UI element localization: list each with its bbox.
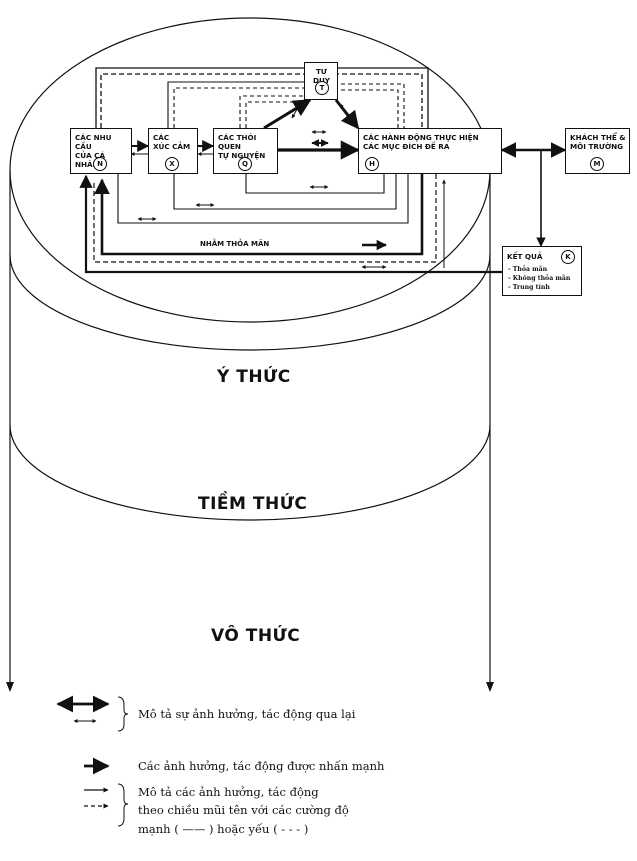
subconscious-layer-arc [9,254,491,351]
emotions-label: CÁC XÚC CẢM [153,133,191,151]
legend-brace-1 [117,696,129,732]
result-item-2: - Không thỏa mãn [508,275,571,282]
legend-direction-line-1: Mô tả các ảnh hưởng, tác động [138,785,319,799]
legend-direction-line-3: mạnh ( —— ) hoặc yếu ( - - - ) [138,822,309,836]
thinking-actions-inner-2 [334,89,399,128]
habits-label: CÁC THÓI QUEN TỰ NGUYỆN [218,133,266,160]
satisfaction-loop [94,174,424,256]
habits-box: CÁC THÓI QUEN TỰ NGUYỆN Q [213,128,278,174]
habits-thinking-dashed-b [245,101,304,128]
actions-label: CÁC HÀNH ĐỘNG THỰC HIỆN CÁC MỤC ĐÍCH ĐỀ … [363,133,479,151]
legend-brace-2 [117,783,129,827]
right-down-arrowhead [486,682,494,692]
result-item-3: - Trung tính [508,284,550,291]
thinking-marker: T [315,81,329,95]
emotions-thinking-dashed [173,87,304,128]
legend-direction-line-2: theo chiều mũi tên với các cường độ [138,803,349,817]
emotions-actions-under-loop [173,174,397,210]
needs-marker: N [93,157,107,171]
needs-label: CÁC NHU CẦU CỦA CÁ NHÂN [75,133,112,169]
satisfaction-dashed-loop [93,174,437,263]
thinking-actions-outer-loop [334,67,429,128]
thinking-actions-inner [334,83,405,128]
habits-marker: Q [238,157,252,171]
unconscious-layer-arc [9,424,491,521]
thinking-box: TƯ DUY T [304,62,338,100]
unconscious-layer-label: VÔ THỨC [211,626,301,646]
result-label: KẾT QUẢ [507,252,543,261]
legend-emphasis-text: Các ảnh hưởng, tác động được nhấn mạnh [138,759,385,773]
result-box: KẾT QUẢ K - Thỏa mãn - Không thỏa mãn - … [502,246,582,296]
thinking-actions-dashed-loop [334,73,423,128]
needs-box: CÁC NHU CẦU CỦA CÁ NHÂN N [70,128,132,174]
cylinder [9,17,491,688]
conscious-layer-label: Ý THỨC [217,367,291,387]
satisfaction-path-label: NHẰM THỎA MÃN [200,240,270,248]
result-marker: K [561,250,575,264]
habits-thinking-dashed-a [239,95,304,128]
actions-box: CÁC HÀNH ĐỘNG THỰC HIỆN CÁC MỤC ĐÍCH ĐỀ … [358,128,502,174]
legend-symbols [56,695,129,827]
environment-marker: M [590,157,604,171]
emotions-box: CÁC XÚC CẢM X [148,128,198,174]
environment-box: KHÁCH THỂ & MÔI TRƯỜNG M [565,128,630,174]
legend-mutual-text: Mô tả sự ảnh hưởng, tác động qua lại [138,707,356,721]
subconscious-layer-label: TIỀM THỨC [198,494,308,514]
habits-actions-under-loop [245,174,385,194]
environment-label: KHÁCH THỂ & MÔI TRƯỜNG [570,133,626,151]
needs-thinking-outer-loop [95,67,304,128]
connections [79,67,567,274]
habits-to-thinking-arrow [263,98,312,130]
result-feedback-loop [79,174,502,274]
needs-thinking-dashed-loop [100,73,304,128]
actions-marker: H [365,157,379,171]
thinking-small-arrow-left [291,103,301,119]
left-down-arrowhead [6,682,14,692]
needs-actions-under-loop [117,174,409,224]
result-item-1: - Thỏa mãn [508,266,548,273]
emotions-thinking-loop [167,81,304,128]
thinking-small-arrow-right [339,103,351,119]
emotions-marker: X [165,157,179,171]
thinking-label: TƯ DUY [313,67,330,85]
